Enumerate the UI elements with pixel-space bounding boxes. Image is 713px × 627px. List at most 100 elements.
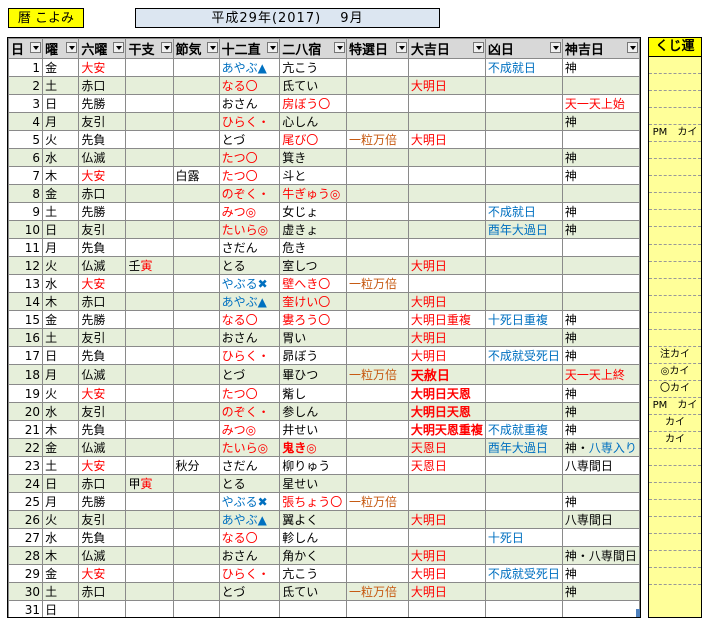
cell-rokuyo[interactable]: 赤口 (78, 184, 127, 203)
col-header-rokuyo[interactable]: 六曜 (78, 38, 127, 59)
cell-weekday[interactable]: 土 (42, 76, 80, 95)
cell-sekki[interactable] (172, 238, 220, 257)
cell-eto[interactable] (125, 402, 174, 421)
cell-special-day[interactable] (346, 166, 409, 185)
cell-lucky-day[interactable] (407, 238, 486, 257)
cell-junichoku[interactable]: たつ〇 (218, 148, 281, 167)
cell-unlucky-day[interactable] (484, 546, 563, 565)
cell-special-day[interactable] (346, 346, 409, 365)
cell-nijuhasshuku[interactable]: 壁へき〇 (279, 274, 347, 293)
filter-dropdown-icon[interactable] (66, 42, 78, 53)
cell-junichoku[interactable]: ひらく・ (218, 112, 281, 131)
cell-junichoku[interactable]: たいら◎ (218, 220, 281, 239)
col-header-sekki[interactable]: 節気 (172, 38, 220, 59)
cell-day[interactable]: 18 (8, 364, 44, 385)
cell-weekday[interactable]: 火 (42, 130, 80, 149)
cell-day[interactable]: 4 (8, 112, 44, 131)
col-header-unlucky-day[interactable]: 凶日 (484, 38, 563, 59)
cell-nijuhasshuku[interactable]: 虚きょ (279, 220, 347, 239)
cell-day[interactable]: 10 (8, 220, 44, 239)
cell-nijuhasshuku[interactable]: 昴ぼう (279, 346, 347, 365)
cell-sekki[interactable] (172, 328, 220, 347)
kuji-cell[interactable] (649, 57, 701, 75)
cell-rokuyo[interactable]: 先勝 (78, 94, 127, 113)
cell-weekday[interactable]: 木 (42, 546, 80, 565)
cell-special-day[interactable] (346, 256, 409, 275)
cell-nijuhasshuku[interactable]: 参しん (279, 402, 347, 421)
cell-kamiyoshi[interactable] (561, 292, 640, 311)
filter-dropdown-icon[interactable] (206, 42, 218, 53)
cell-unlucky-day[interactable] (484, 94, 563, 113)
cell-junichoku[interactable]: さだん (218, 456, 281, 475)
cell-lucky-day[interactable]: 大明天恩重複 (407, 420, 486, 439)
cell-sekki[interactable] (172, 256, 220, 275)
cell-lucky-day[interactable]: 大明日 (407, 130, 486, 149)
col-header-special-day[interactable]: 特選日 (346, 38, 409, 59)
cell-weekday[interactable]: 木 (42, 166, 80, 185)
cell-junichoku[interactable]: おさん (218, 94, 281, 113)
cell-sekki[interactable] (172, 474, 220, 493)
cell-sekki[interactable] (172, 112, 220, 131)
cell-nijuhasshuku[interactable]: 尾び〇 (279, 130, 347, 149)
kuji-cell[interactable] (649, 466, 701, 484)
cell-junichoku[interactable]: あやぶ▲ (218, 58, 281, 77)
cell-lucky-day[interactable]: 大明日 (407, 510, 486, 529)
cell-nijuhasshuku[interactable]: 房ぼう〇 (279, 94, 347, 113)
cell-lucky-day[interactable]: 大明日重複 (407, 310, 486, 329)
cell-weekday[interactable]: 水 (42, 274, 80, 293)
col-header-junichoku[interactable]: 十二直 (218, 38, 281, 59)
cell-nijuhasshuku[interactable]: 室しつ (279, 256, 347, 275)
cell-day[interactable]: 1 (8, 58, 44, 77)
kuji-cell[interactable]: カイ (649, 432, 701, 450)
cell-rokuyo[interactable]: 友引 (78, 328, 127, 347)
cell-kamiyoshi[interactable]: 神 (561, 582, 640, 601)
cell-unlucky-day[interactable]: 不成就受死日 (484, 564, 563, 583)
cell-weekday[interactable]: 土 (42, 582, 80, 601)
cell-rokuyo[interactable]: 友引 (78, 112, 127, 131)
cell-unlucky-day[interactable] (484, 238, 563, 257)
cell-sekki[interactable] (172, 94, 220, 113)
cell-sekki[interactable] (172, 76, 220, 95)
cell-weekday[interactable]: 月 (42, 492, 80, 511)
kuji-cell[interactable] (649, 296, 701, 313)
cell-lucky-day[interactable]: 天恩日 (407, 438, 486, 457)
cell-eto[interactable]: 甲寅 (125, 474, 174, 493)
cell-weekday[interactable]: 金 (42, 438, 80, 457)
kuji-cell[interactable] (649, 227, 701, 245)
cell-rokuyo[interactable]: 先負 (78, 238, 127, 257)
cell-rokuyo[interactable]: 先勝 (78, 202, 127, 221)
cell-eto[interactable] (125, 510, 174, 529)
cell-special-day[interactable] (346, 474, 409, 493)
cell-sekki[interactable] (172, 58, 220, 77)
cell-junichoku[interactable]: やぶる✖ (218, 274, 281, 293)
cell-lucky-day[interactable] (407, 166, 486, 185)
cell-nijuhasshuku[interactable]: 胃い (279, 328, 347, 347)
cell-eto[interactable] (125, 166, 174, 185)
kuji-cell[interactable]: 〇カイ (649, 381, 701, 398)
cell-day[interactable]: 15 (8, 310, 44, 329)
cell-unlucky-day[interactable] (484, 274, 563, 293)
cell-lucky-day[interactable] (407, 528, 486, 547)
cell-junichoku[interactable] (218, 600, 281, 617)
cell-lucky-day[interactable] (407, 94, 486, 113)
cell-unlucky-day[interactable] (484, 384, 563, 403)
cell-kamiyoshi[interactable]: 天一天上終 (561, 364, 640, 385)
filter-dropdown-icon[interactable] (472, 42, 484, 53)
kuji-cell[interactable] (649, 176, 701, 194)
cell-rokuyo[interactable]: 赤口 (78, 474, 127, 493)
cell-weekday[interactable]: 水 (42, 148, 80, 167)
cell-kamiyoshi[interactable]: 八専間日 (561, 456, 640, 475)
cell-special-day[interactable] (346, 94, 409, 113)
filter-dropdown-icon[interactable] (113, 42, 125, 53)
cell-day[interactable]: 3 (8, 94, 44, 113)
cell-eto[interactable] (125, 528, 174, 547)
kuji-cell[interactable] (649, 142, 701, 160)
cell-nijuhasshuku[interactable]: 觜し (279, 384, 347, 403)
cell-lucky-day[interactable]: 大明日天恩 (407, 384, 486, 403)
cell-lucky-day[interactable] (407, 220, 486, 239)
cell-junichoku[interactable]: たつ〇 (218, 384, 281, 403)
cell-lucky-day[interactable] (407, 274, 486, 293)
cell-weekday[interactable]: 水 (42, 402, 80, 421)
cell-unlucky-day[interactable] (484, 148, 563, 167)
cell-unlucky-day[interactable] (484, 292, 563, 311)
